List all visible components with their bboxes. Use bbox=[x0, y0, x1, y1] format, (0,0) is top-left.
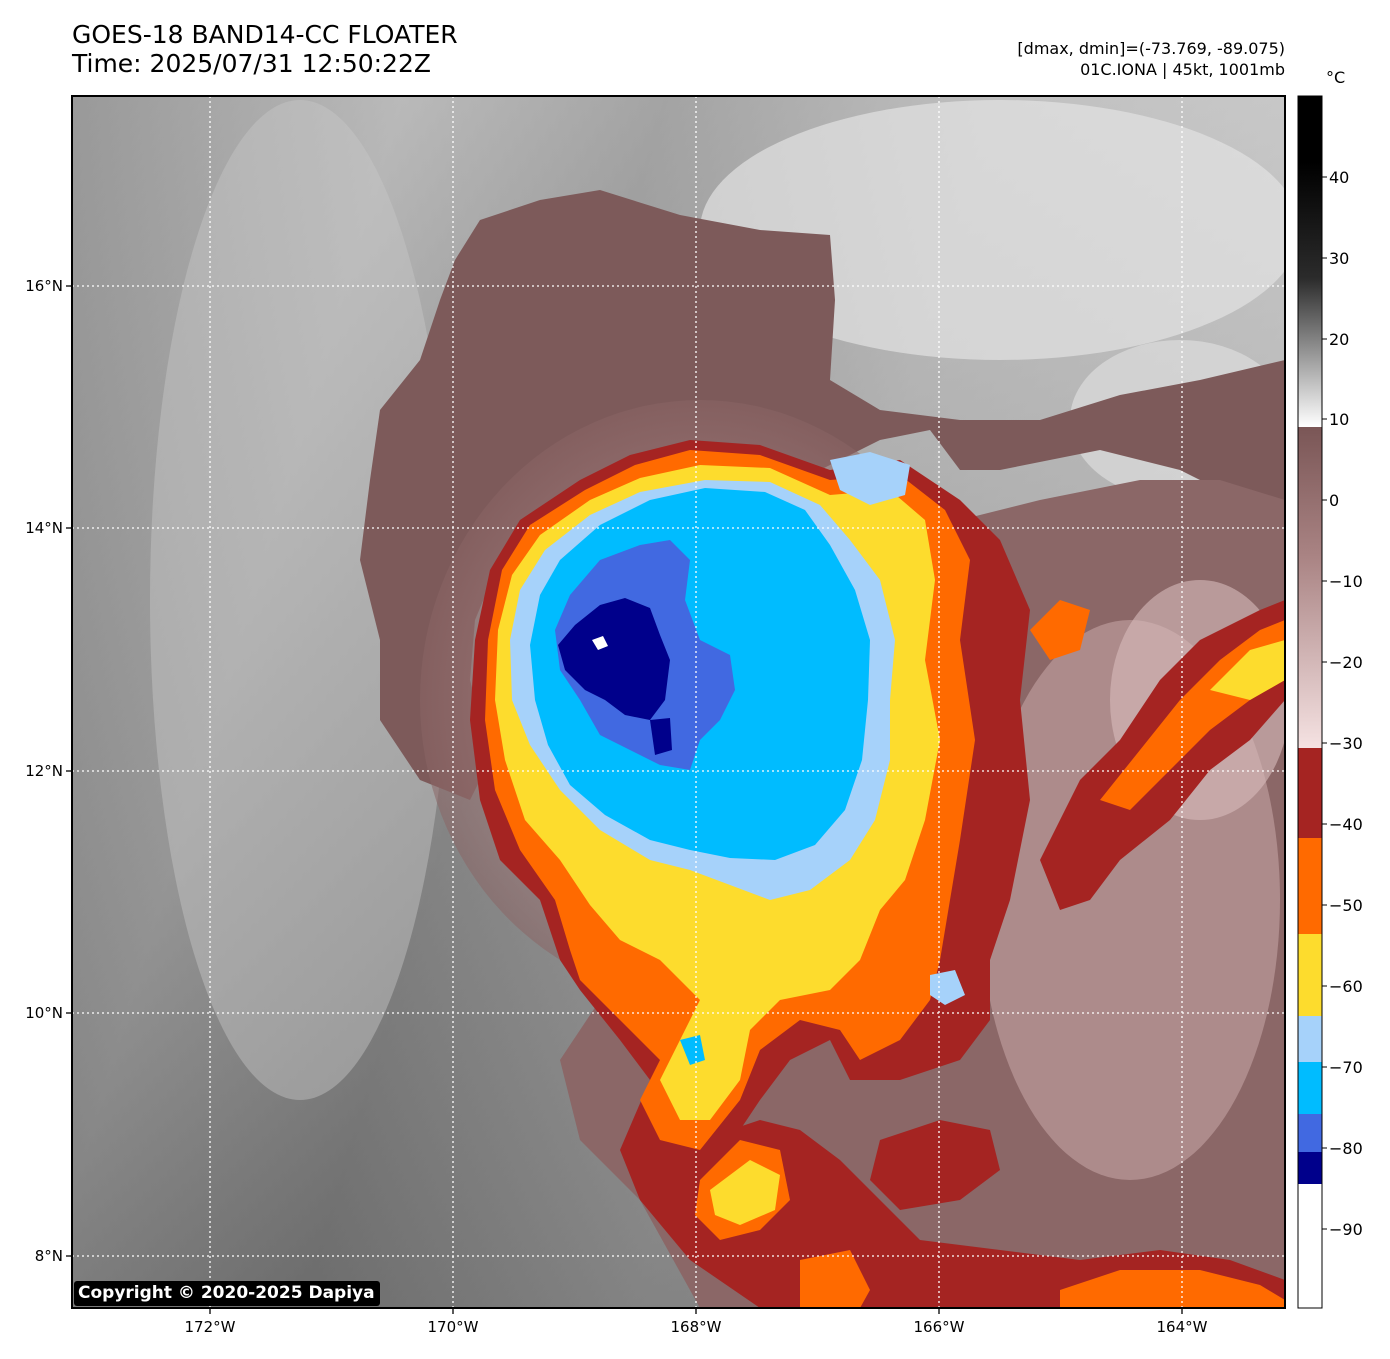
colorbar-tick-label: 10 bbox=[1329, 410, 1349, 429]
copyright-badge: Copyright © 2020-2025 Dapiya bbox=[74, 1281, 380, 1306]
colorbar-tick-label: −40 bbox=[1329, 815, 1363, 834]
colorbar-tick-label: −30 bbox=[1329, 734, 1363, 753]
lon-label: 168°W bbox=[671, 1318, 722, 1336]
colorbar-tick-label: 20 bbox=[1329, 330, 1349, 349]
stats-text: [dmax, dmin]=(-73.769, -89.075) bbox=[1017, 39, 1285, 58]
lat-label: 8°N bbox=[35, 1247, 63, 1265]
gridlines bbox=[72, 96, 1285, 1308]
title-line-2: Time: 2025/07/31 12:50:22Z bbox=[72, 49, 431, 78]
colorbar-light-blue bbox=[1298, 1016, 1322, 1062]
lat-label: 10°N bbox=[25, 1004, 63, 1022]
title-line-1: GOES-18 BAND14-CC FLOATER bbox=[72, 20, 458, 49]
imagery-layer bbox=[72, 96, 1285, 1308]
lon-label: 166°W bbox=[914, 1318, 965, 1336]
colorbar-tick-label: 40 bbox=[1329, 168, 1349, 187]
storm-info: [dmax, dmin]=(-73.769, -89.075) 01C.IONA… bbox=[1017, 38, 1285, 80]
lat-label: 14°N bbox=[25, 519, 63, 537]
colorbar-brown-pink-segment bbox=[1298, 427, 1322, 748]
colorbar-tick-label: −50 bbox=[1329, 896, 1363, 915]
colorbar-white bbox=[1298, 1184, 1322, 1308]
colorbar-tick-label: −60 bbox=[1329, 977, 1363, 996]
lon-label: 172°W bbox=[185, 1318, 236, 1336]
colorbar-tick-label: −10 bbox=[1329, 572, 1363, 591]
colorbar-tick-label: −20 bbox=[1329, 653, 1363, 672]
lon-label: 164°W bbox=[1157, 1318, 1208, 1336]
colorbar-maroon bbox=[1298, 748, 1322, 838]
lat-label: 12°N bbox=[25, 762, 63, 780]
chart-title: GOES-18 BAND14-CC FLOATER Time: 2025/07/… bbox=[72, 20, 458, 78]
colorbar-tick-label: 30 bbox=[1329, 249, 1349, 268]
colorbar-tick-label: 0 bbox=[1329, 491, 1339, 510]
navy-coldest-region bbox=[558, 598, 670, 720]
colorbar-warm-segment bbox=[1298, 96, 1322, 427]
lat-label: 16°N bbox=[25, 277, 63, 295]
storm-text: 01C.IONA | 45kt, 1001mb bbox=[1080, 60, 1285, 79]
colorbar: 40 30 20 10 0 −10 −20 −30 −40 −50 −60 −7… bbox=[1297, 95, 1363, 1309]
lon-label: 170°W bbox=[428, 1318, 479, 1336]
colorbar-tick-label: −90 bbox=[1329, 1220, 1363, 1239]
colorbar-sky-blue bbox=[1298, 1062, 1322, 1114]
upper-anvil-brown bbox=[360, 190, 1285, 800]
white-coldest-pixels bbox=[592, 636, 608, 650]
colorbar-tick-label: −70 bbox=[1329, 1058, 1363, 1077]
map-ticks bbox=[66, 285, 1183, 1314]
colorbar-royal-blue bbox=[1298, 1114, 1322, 1152]
lat-labels: 16°N 14°N 12°N 10°N 8°N bbox=[25, 277, 63, 1265]
map-frame bbox=[71, 95, 1286, 1309]
colorbar-frame bbox=[1297, 95, 1323, 1309]
colorbar-yellow bbox=[1298, 934, 1322, 1016]
colorbar-orange bbox=[1298, 838, 1322, 934]
colorbar-unit: °C bbox=[1326, 68, 1346, 87]
colorbar-tick-label: −80 bbox=[1329, 1139, 1363, 1158]
colorbar-navy bbox=[1298, 1152, 1322, 1184]
lon-labels: 172°W 170°W 168°W 166°W 164°W bbox=[185, 1318, 1208, 1336]
